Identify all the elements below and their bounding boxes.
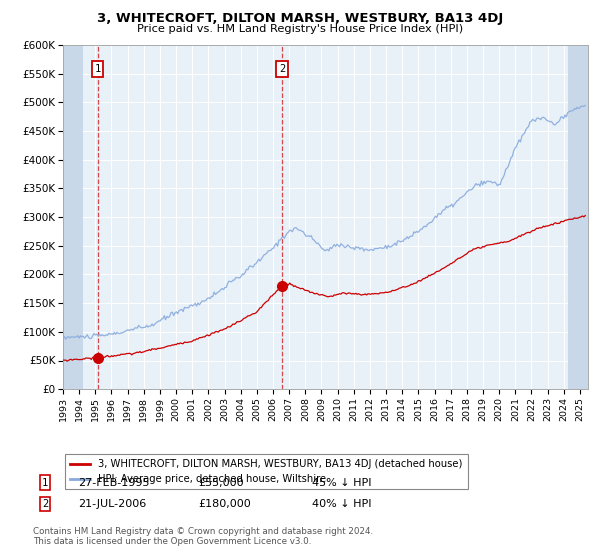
Text: 21-JUL-2006: 21-JUL-2006 — [78, 499, 146, 509]
Text: £55,000: £55,000 — [198, 478, 244, 488]
Text: 1: 1 — [95, 64, 101, 74]
Bar — [63, 45, 83, 389]
Text: 1: 1 — [42, 478, 48, 488]
Text: 40% ↓ HPI: 40% ↓ HPI — [312, 499, 371, 509]
Text: Contains HM Land Registry data © Crown copyright and database right 2024.
This d: Contains HM Land Registry data © Crown c… — [33, 526, 373, 546]
Text: £180,000: £180,000 — [198, 499, 251, 509]
Text: 2: 2 — [42, 499, 48, 509]
Bar — [568, 45, 588, 389]
Text: 45% ↓ HPI: 45% ↓ HPI — [312, 478, 371, 488]
Text: 3, WHITECROFT, DILTON MARSH, WESTBURY, BA13 4DJ: 3, WHITECROFT, DILTON MARSH, WESTBURY, B… — [97, 12, 503, 25]
Bar — [63, 45, 83, 389]
Text: 27-FEB-1995: 27-FEB-1995 — [78, 478, 149, 488]
Text: Price paid vs. HM Land Registry's House Price Index (HPI): Price paid vs. HM Land Registry's House … — [137, 24, 463, 34]
Text: 2: 2 — [279, 64, 285, 74]
Bar — [568, 45, 588, 389]
Legend: 3, WHITECROFT, DILTON MARSH, WESTBURY, BA13 4DJ (detached house), HPI: Average p: 3, WHITECROFT, DILTON MARSH, WESTBURY, B… — [65, 455, 468, 489]
